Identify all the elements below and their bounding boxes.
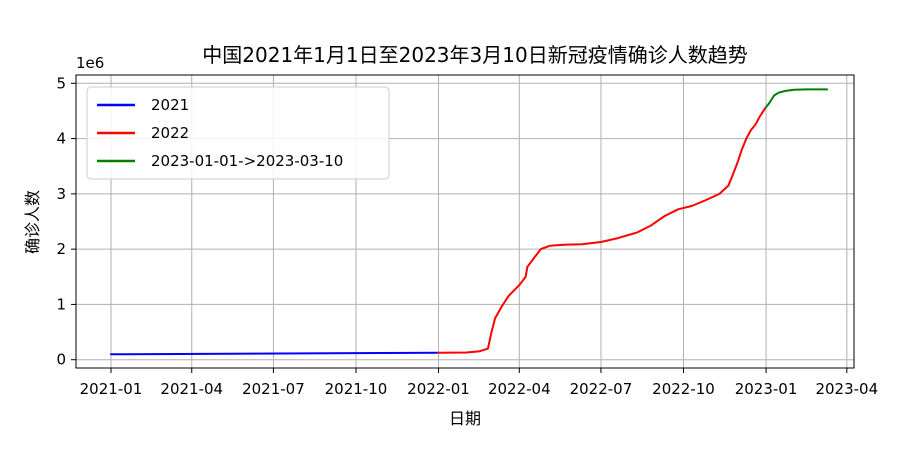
series-line-1 [110,351,439,356]
y-tick-label: 5 [56,74,66,92]
y-tick-label: 1 [56,295,66,313]
y-tick-label: 2 [56,240,66,258]
x-tick-label: 2021-04 [160,380,223,398]
series-line-3 [765,88,829,109]
y-tick-label: 4 [56,130,66,148]
x-axis-label: 日期 [449,409,481,428]
x-tick-label: 2023-01 [735,380,798,398]
x-tick-label: 2023-04 [815,380,878,398]
legend-label-3: 2023-01-01->2023-03-10 [151,152,343,170]
x-tick-label: 2021-01 [80,380,143,398]
axis-ticks: 2021-01 2021-04 2021-07 2021-10 2022-01 2022-… [56,74,878,398]
legend: 2021 2022 2023-01-01->2023-03-10 [86,86,390,180]
x-tick-label: 2021-07 [242,380,305,398]
legend-label-2: 2022 [151,124,189,142]
y-axis-label: 确诊人数 [23,190,42,254]
x-tick-label: 2022-04 [488,380,551,398]
x-tick-label: 2021-10 [325,380,388,398]
legend-label-1: 2021 [151,96,189,114]
x-tick-label: 2022-07 [570,380,633,398]
chart-title: 中国2021年1月1日至2023年3月10日新冠疫情确诊人数趋势 [202,43,747,67]
y-scale-label: 1e6 [76,54,104,72]
axes-frame [75,74,855,369]
x-tick-label: 2022-01 [407,380,470,398]
series-line-2 [437,107,767,354]
y-tick-label: 3 [56,185,66,203]
y-tick-label: 0 [56,351,66,369]
grid [76,75,854,368]
plot-area [110,88,829,356]
legend-box [86,86,390,180]
x-tick-label: 2022-10 [652,380,715,398]
